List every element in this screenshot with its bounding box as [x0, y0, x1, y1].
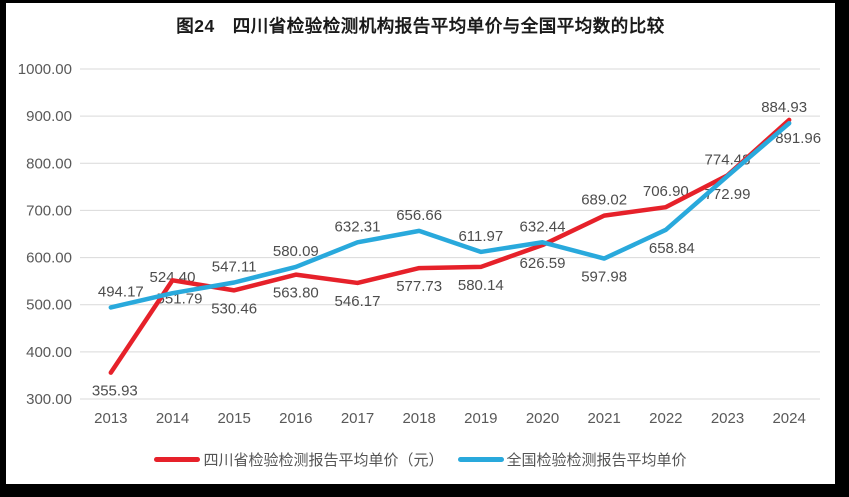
data-label: 355.93: [92, 383, 138, 400]
legend-swatch-sichuan: [154, 457, 201, 462]
data-label: 597.98: [581, 269, 627, 286]
series-line-national: [108, 120, 792, 310]
x-tick-label: 2015: [217, 410, 250, 427]
data-label: 689.02: [581, 192, 627, 209]
data-label: 580.14: [458, 277, 504, 294]
y-tick-label: 500.00: [26, 297, 72, 314]
legend-item-sichuan: 四川省检验检测报告平均单价（元）: [154, 449, 444, 470]
x-tick-label: 2014: [156, 410, 189, 427]
x-tick-label: 2016: [279, 410, 312, 427]
x-tick-label: 2018: [402, 410, 435, 427]
x-tick-label: 2021: [587, 410, 620, 427]
x-tick-label: 2024: [772, 410, 805, 427]
legend-swatch-national: [457, 457, 504, 462]
x-tick-label: 2013: [94, 410, 127, 427]
data-label: 530.46: [211, 300, 257, 317]
y-tick-label: 800.00: [26, 155, 72, 172]
x-tick-label: 2017: [341, 410, 374, 427]
y-tick-label: 300.00: [26, 391, 72, 408]
line-chart: 300.00 400.00 500.00 600.00 700.00 800.00 900.…: [18, 61, 821, 427]
legend-item-national: 全国检验检测报告平均单价: [457, 449, 687, 470]
y-tick-label: 1000.00: [18, 61, 72, 78]
x-tick-label: 2020: [526, 410, 559, 427]
data-label: 577.73: [396, 278, 442, 295]
x-tick-label: 2023: [711, 410, 744, 427]
legend-label-national: 全国检验检测报告平均单价: [506, 452, 687, 469]
legend-label-sichuan: 四川省检验检测报告平均单价（元）: [203, 452, 444, 469]
y-tick-label: 700.00: [26, 202, 72, 219]
data-label: 580.09: [273, 243, 319, 260]
data-label: 884.93: [761, 99, 807, 116]
chart-canvas: 图24 四川省检验检测机构报告平均单价与全国平均数的比较 300.00 400.0…: [6, 3, 835, 484]
x-tick-label: 2019: [464, 410, 497, 427]
y-tick-label: 400.00: [26, 344, 72, 361]
data-label: 546.17: [335, 293, 381, 310]
y-tick-label: 900.00: [26, 108, 72, 125]
data-label: 891.96: [775, 130, 821, 147]
data-label: 632.44: [520, 218, 566, 235]
data-label: 547.11: [212, 259, 257, 276]
data-label: 626.59: [520, 255, 566, 272]
data-label: 632.31: [335, 218, 381, 235]
data-label: 611.97: [458, 228, 503, 245]
data-label: 656.66: [396, 207, 442, 224]
data-label: 706.90: [643, 183, 689, 200]
data-label: 658.84: [649, 240, 695, 257]
y-tick-label: 600.00: [26, 250, 72, 267]
x-tick-label: 2022: [649, 410, 682, 427]
data-label: 772.99: [705, 186, 751, 203]
series-line-sichuan: [108, 117, 792, 375]
data-label: 494.17: [98, 283, 144, 300]
data-label: 563.80: [273, 285, 319, 302]
chart-title: 图24 四川省检验检测机构报告平均单价与全国平均数的比较: [176, 16, 665, 36]
chart-legend: 四川省检验检测报告平均单价（元） 全国检验检测报告平均单价: [6, 449, 835, 470]
